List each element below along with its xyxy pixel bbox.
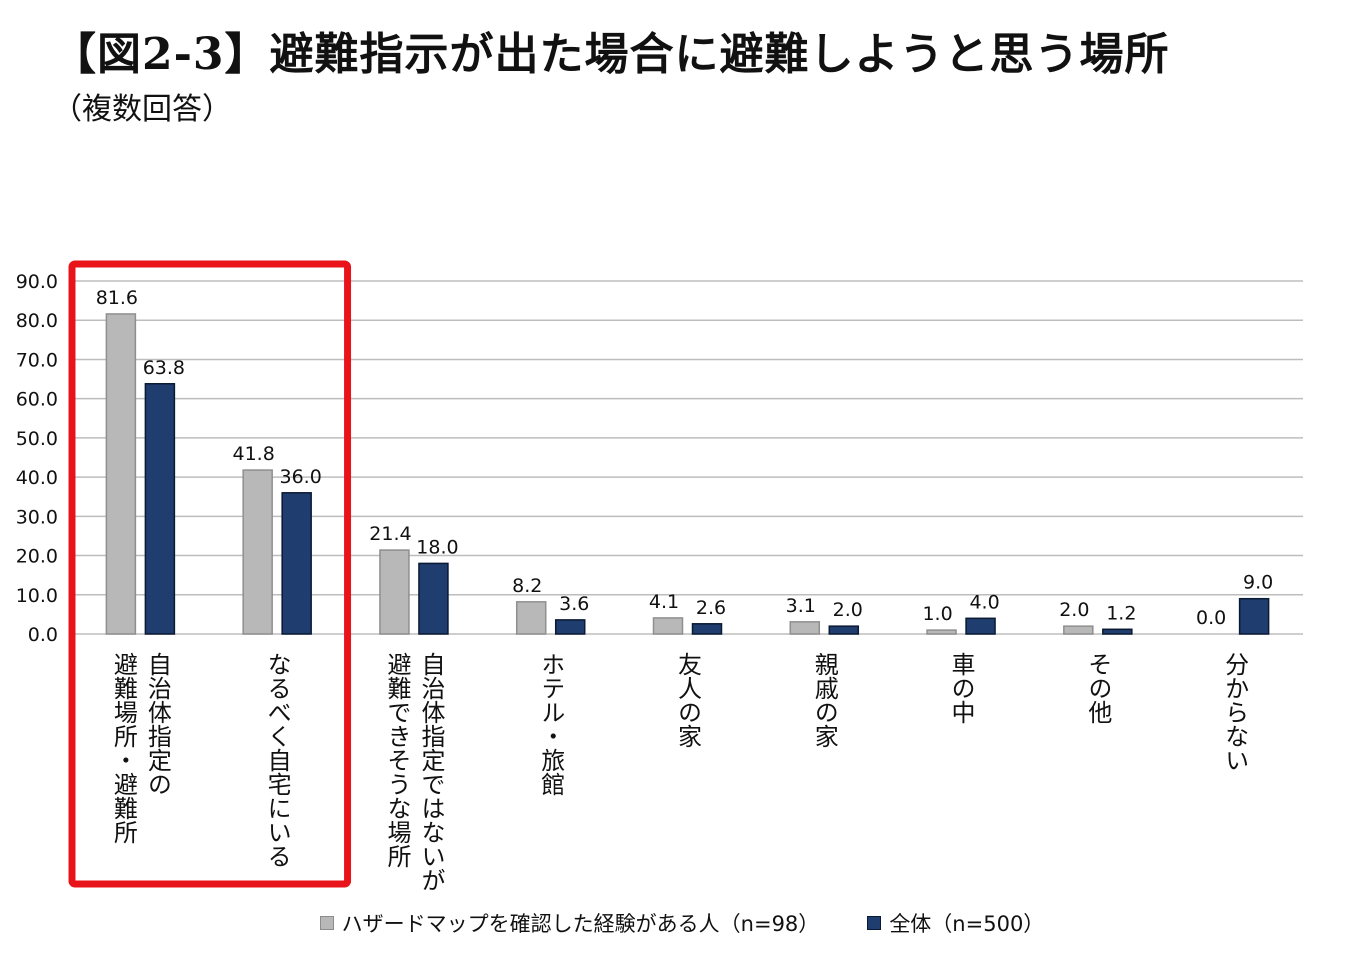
- legend-item-hazard-map: ハザードマップを確認した経験がある人（n=98）: [319, 908, 820, 938]
- data-label: 4.1: [649, 591, 679, 613]
- legend-swatch-gray: [319, 916, 334, 930]
- y-tick-label: 70.0: [16, 349, 58, 371]
- bar: [281, 492, 312, 635]
- bar: [691, 623, 723, 635]
- bar: [554, 619, 586, 635]
- bar: [828, 625, 860, 635]
- data-label: 3.6: [559, 593, 589, 615]
- category-label: 友人の家: [674, 652, 702, 748]
- data-label: 9.0: [1243, 572, 1273, 594]
- category-label: 自治体指定の: [143, 652, 171, 796]
- y-tick-label: 10.0: [16, 585, 58, 607]
- bar: [144, 383, 176, 635]
- data-label: 63.8: [143, 357, 185, 379]
- bar: [926, 629, 957, 635]
- chart-title: 【図2-3】避難指示が出た場合に避難しようと思う場所: [52, 29, 1170, 80]
- y-tick-label: 30.0: [16, 506, 58, 528]
- legend-label-all: 全体（n=500）: [889, 912, 1045, 936]
- category-label: なるべく自宅にいる: [263, 652, 291, 868]
- y-tick-label: 20.0: [16, 546, 58, 568]
- bar: [515, 601, 547, 635]
- data-label: 1.2: [1106, 602, 1136, 624]
- chart-legend: ハザードマップを確認した経験がある人（n=98） 全体（n=500）: [0, 908, 1364, 938]
- data-label: 1.0: [922, 603, 952, 625]
- bar: [965, 617, 996, 635]
- legend-swatch-navy: [867, 916, 882, 930]
- bar: [379, 549, 410, 635]
- category-label: 親戚の家: [810, 652, 838, 748]
- bar: [105, 313, 137, 635]
- data-label: 4.0: [969, 591, 999, 613]
- y-tick-label: 80.0: [16, 310, 58, 332]
- legend-label-hazard-map: ハザードマップを確認した経験がある人（n=98）: [341, 912, 820, 936]
- data-label: 2.0: [833, 599, 863, 621]
- highlight-box: [68, 260, 352, 888]
- chart-subtitle: （複数回答）: [52, 92, 232, 127]
- category-label: 避難できそうな場所: [383, 652, 411, 868]
- data-label: 8.2: [512, 575, 542, 597]
- category-label: 避難場所・避難所: [109, 652, 137, 844]
- data-label: 81.6: [96, 287, 138, 309]
- category-label: 車の中: [947, 652, 975, 724]
- data-label: 41.8: [233, 443, 275, 465]
- bar: [418, 562, 449, 635]
- data-label: 2.0: [1059, 599, 1089, 621]
- category-label: ホテル・旅館: [537, 652, 565, 796]
- data-label: 3.1: [786, 595, 816, 617]
- y-tick-label: 90.0: [16, 271, 58, 293]
- bar: [789, 621, 821, 635]
- y-tick-label: 40.0: [16, 467, 58, 489]
- bar: [242, 469, 273, 635]
- category-label: 分からない: [1221, 652, 1249, 772]
- bar: [1063, 625, 1094, 635]
- bar: [1238, 597, 1270, 635]
- bar: [652, 617, 684, 635]
- data-label: 36.0: [280, 466, 322, 488]
- y-tick-label: 60.0: [16, 389, 58, 411]
- data-label: 0.0: [1196, 607, 1226, 629]
- data-label: 21.4: [369, 523, 411, 545]
- y-tick-label: 50.0: [16, 428, 58, 450]
- data-label: 2.6: [696, 597, 726, 619]
- bar: [1102, 628, 1133, 635]
- legend-item-all: 全体（n=500）: [867, 908, 1044, 938]
- category-label: その他: [1084, 652, 1112, 724]
- y-tick-label: 0.0: [28, 624, 58, 646]
- data-label: 18.0: [416, 536, 458, 558]
- category-label: 自治体指定ではないが: [417, 652, 445, 892]
